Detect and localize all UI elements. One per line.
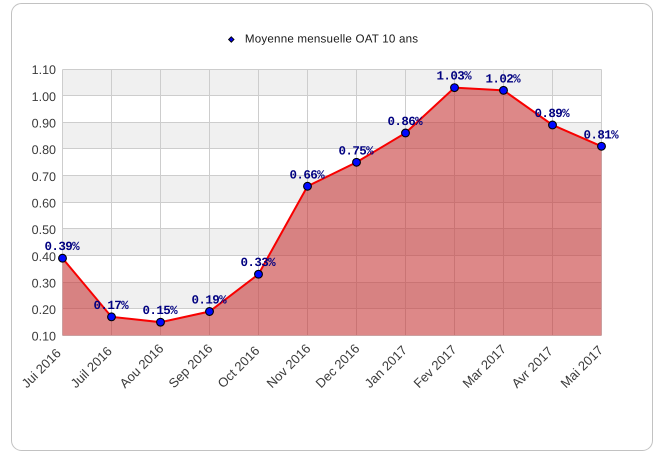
svg-text:0.20: 0.20 — [32, 303, 56, 317]
svg-text:1.03%: 1.03% — [437, 70, 473, 84]
svg-text:0.80: 0.80 — [32, 143, 56, 157]
svg-text:0.90: 0.90 — [32, 117, 56, 131]
svg-text:0.17%: 0.17% — [94, 299, 130, 313]
svg-text:0.66%: 0.66% — [290, 168, 326, 182]
svg-text:1.02%: 1.02% — [486, 72, 522, 86]
svg-text:0.10: 0.10 — [32, 330, 56, 344]
svg-text:0.86%: 0.86% — [388, 115, 424, 129]
svg-text:1.10: 1.10 — [32, 63, 56, 77]
svg-text:0.40: 0.40 — [32, 250, 56, 264]
svg-text:0.75%: 0.75% — [339, 144, 375, 158]
svg-text:0.50: 0.50 — [32, 223, 56, 237]
svg-text:0.30: 0.30 — [32, 276, 56, 290]
svg-text:0.70: 0.70 — [32, 170, 56, 184]
svg-text:0.39%: 0.39% — [45, 240, 81, 254]
svg-text:0.33%: 0.33% — [241, 256, 277, 270]
svg-text:0.60: 0.60 — [32, 196, 56, 210]
svg-text:0.19%: 0.19% — [192, 294, 228, 308]
svg-text:0.15%: 0.15% — [143, 304, 179, 318]
svg-text:0.89%: 0.89% — [535, 107, 571, 121]
svg-text:Moyenne mensuelle OAT 10 ans: Moyenne mensuelle OAT 10 ans — [245, 32, 418, 45]
svg-text:0.81%: 0.81% — [584, 128, 620, 142]
svg-text:1.00: 1.00 — [32, 90, 56, 104]
